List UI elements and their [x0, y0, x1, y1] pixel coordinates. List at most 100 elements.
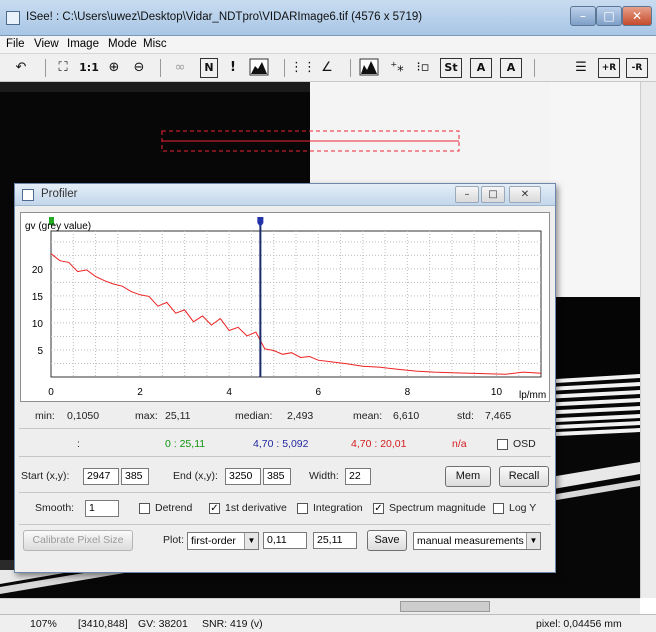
close-button[interactable]: ✕: [622, 6, 652, 26]
roi-tool-icon[interactable]: ⁝▫: [416, 60, 430, 75]
add-region-button[interactable]: +R: [598, 58, 620, 78]
logy-label: Log Y: [509, 502, 537, 514]
toolbar-separator: [350, 59, 351, 77]
start-x-field[interactable]: 2947: [83, 468, 119, 485]
start-label: Start (x,y):: [21, 470, 70, 482]
annotation-a-button[interactable]: A: [470, 58, 492, 78]
toolbar-separator: [534, 59, 535, 77]
status-grey-value: GV: 38201: [138, 618, 188, 630]
integration-checkbox[interactable]: [297, 503, 308, 514]
exclaim-button[interactable]: !: [230, 60, 236, 75]
ruler-icon[interactable]: ⋮⋮: [290, 60, 316, 75]
maximize-button[interactable]: □: [596, 6, 622, 26]
remove-region-button[interactable]: -R: [626, 58, 648, 78]
smooth-label: Smooth:: [35, 502, 75, 514]
status-zoom: 107%: [30, 618, 57, 630]
profile-series-line: [50, 253, 542, 375]
first-derivative-checkbox[interactable]: ✓: [209, 503, 220, 514]
chart-ylabel: gv (grey value): [25, 221, 91, 232]
x-tick-label: 6: [315, 387, 321, 398]
range-min-field[interactable]: 0,11: [263, 532, 307, 549]
undo-icon[interactable]: ↶: [15, 60, 27, 75]
annotation-a2-button[interactable]: A: [500, 58, 522, 78]
width-field[interactable]: 22: [345, 468, 371, 485]
width-label: Width:: [309, 470, 339, 482]
osd-label: OSD: [513, 438, 536, 450]
max-value: 25,11: [165, 410, 191, 422]
divider: [19, 456, 551, 457]
recall-button[interactable]: Recall: [499, 466, 549, 487]
integration-label: Integration: [313, 502, 363, 514]
red-cursor-readout: 4,70 : 20,01: [351, 438, 407, 450]
end-y-field[interactable]: 385: [263, 468, 291, 485]
spectrum-label: Spectrum magnitude: [389, 502, 486, 514]
app-icon: [6, 11, 20, 25]
main-title-bar: ISee! : C:\Users\uwez\Desktop\Vidar_NDTp…: [0, 0, 656, 36]
status-pixel-size: pixel: 0,04456 mm: [536, 618, 622, 630]
logy-checkbox[interactable]: [493, 503, 504, 514]
mean-value: 6,610: [393, 410, 420, 422]
profile-cursor-marker: [257, 217, 264, 227]
std-value: 7,465: [485, 410, 512, 422]
calibrate-pixel-size-button[interactable]: Calibrate Pixel Size: [23, 530, 133, 551]
status-bar: 107% [3410,848] GV: 38201 SNR: 419 (v) p…: [0, 614, 656, 632]
mem-button[interactable]: Mem: [445, 466, 491, 487]
mean-label: mean:: [353, 410, 383, 422]
angle-icon[interactable]: ∠: [321, 60, 333, 75]
measurement-mode-value: manual measurements: [417, 535, 524, 547]
toolbar-separator: [45, 59, 46, 77]
zoom-out-icon[interactable]: ⊖: [133, 60, 145, 75]
menu-image[interactable]: Image: [67, 38, 99, 50]
histogram-icon[interactable]: [248, 58, 270, 78]
point-tool-icon[interactable]: ⁺⁎: [390, 60, 404, 75]
osd-checkbox[interactable]: [497, 439, 508, 450]
menu-mode[interactable]: Mode: [108, 38, 137, 50]
vertical-scrollbar[interactable]: [640, 82, 656, 598]
fit-window-icon[interactable]: ⛶: [58, 60, 68, 75]
statistics-button[interactable]: St: [440, 58, 462, 78]
zoom-one-to-one-button[interactable]: 1:1: [79, 61, 99, 74]
readout-colon: :: [77, 438, 80, 450]
profile-plot[interactable]: 0 2 4 6 8 10 5 10 15 20 gv (grey value) lp/mm: [20, 212, 550, 402]
profiler-window[interactable]: Profiler – □ ✕ 0 2 4 6 8 10 5 10 15 20 gv (grey v…: [14, 183, 556, 573]
green-cursor-readout: 0 : 25,11: [165, 438, 206, 450]
profiler-close-button[interactable]: ✕: [509, 186, 541, 203]
x-tick-label: 8: [405, 387, 411, 398]
profile-icon[interactable]: [358, 58, 380, 78]
scrollbar-thumb[interactable]: [400, 601, 490, 612]
profiler-maximize-button[interactable]: □: [481, 186, 505, 203]
zoom-in-icon[interactable]: ⊕: [108, 60, 120, 75]
divider: [19, 492, 551, 493]
save-button[interactable]: Save: [367, 530, 407, 551]
smooth-field[interactable]: 1: [85, 500, 119, 517]
link-icon[interactable]: ∞: [174, 60, 186, 75]
status-snr: SNR: 419 (v): [202, 618, 263, 630]
menu-view[interactable]: View: [34, 38, 59, 50]
range-max-field[interactable]: 25,11: [313, 532, 357, 549]
horizontal-scrollbar[interactable]: [0, 598, 640, 614]
median-value: 2,493: [287, 410, 314, 422]
x-tick-label: 2: [137, 387, 143, 398]
minimize-button[interactable]: –: [570, 6, 596, 26]
menu-file[interactable]: File: [6, 38, 25, 50]
toolbar-separator: [160, 59, 161, 77]
profiler-app-icon: [22, 189, 34, 201]
menu-bar: File View Image Mode Misc: [0, 36, 656, 54]
end-x-field[interactable]: 3250: [225, 468, 261, 485]
profiler-title-bar[interactable]: Profiler – □ ✕: [15, 184, 555, 206]
end-label: End (x,y):: [173, 470, 218, 482]
start-y-field[interactable]: 385: [121, 468, 149, 485]
profiler-minimize-button[interactable]: –: [455, 186, 479, 203]
profile-chart-svg: 0 2 4 6 8 10 5 10 15 20 gv (grey value) lp/mm: [25, 217, 546, 401]
list-icon[interactable]: ☰: [575, 60, 587, 75]
spectrum-checkbox[interactable]: ✓: [373, 503, 384, 514]
std-label: std:: [457, 410, 474, 422]
detrend-checkbox[interactable]: [139, 503, 150, 514]
profiler-title: Profiler: [41, 188, 78, 200]
profile-start-marker: [49, 217, 54, 225]
measurement-mode-select[interactable]: manual measurements ▼: [413, 532, 541, 550]
first-derivative-label: 1st derivative: [225, 502, 287, 514]
plot-type-select[interactable]: first-order ▼: [187, 532, 259, 550]
negative-button[interactable]: N: [200, 58, 218, 78]
menu-misc[interactable]: Misc: [143, 38, 167, 50]
